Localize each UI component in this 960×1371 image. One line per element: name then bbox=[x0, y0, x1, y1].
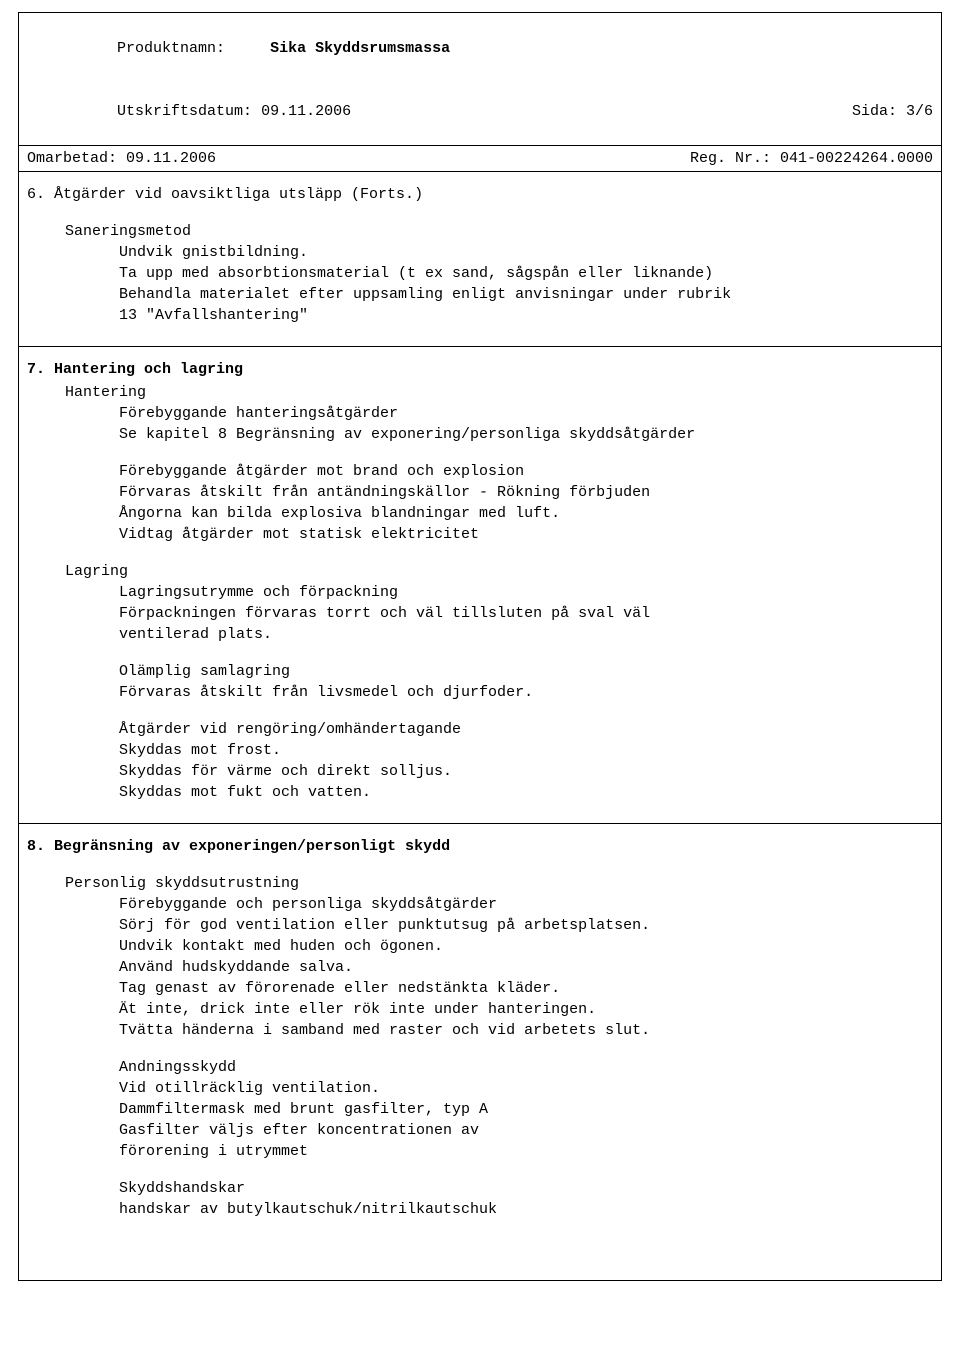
section-6-line-1: Ta upp med absorbtionsmaterial (t ex san… bbox=[27, 263, 933, 284]
section-8-h1b-line-2: Gasfilter väljs efter koncentrationen av bbox=[27, 1120, 933, 1141]
header-block: Produktnamn: Sika Skyddsrumsmassa Utskri… bbox=[19, 13, 941, 146]
page: Produktnamn: Sika Skyddsrumsmassa Utskri… bbox=[0, 0, 960, 1311]
section-7-h2a-line-0: Förpackningen förvaras torrt och väl til… bbox=[27, 603, 933, 624]
section-8-h1a-line-3: Tag genast av förorenade eller nedstänkt… bbox=[27, 978, 933, 999]
section-8-h1a-line-2: Använd hudskyddande salva. bbox=[27, 957, 933, 978]
section-7-h2c-line-2: Skyddas mot fukt och vatten. bbox=[27, 782, 933, 803]
section-7-h1b: Förebyggande åtgärder mot brand och expl… bbox=[27, 461, 933, 482]
section-7-h1: Hantering bbox=[27, 382, 933, 403]
section-7-h2b-line-0: Förvaras åtskilt från livsmedel och djur… bbox=[27, 682, 933, 703]
section-6-line-2: Behandla materialet efter uppsamling enl… bbox=[27, 284, 933, 305]
section-6-line-3: 13 "Avfallshantering" bbox=[27, 305, 933, 326]
section-8-h1a-line-1: Undvik kontakt med huden och ögonen. bbox=[27, 936, 933, 957]
section-8-h1a-line-4: Ät inte, drick inte eller rök inte under… bbox=[27, 999, 933, 1020]
document-frame: Produktnamn: Sika Skyddsrumsmassa Utskri… bbox=[18, 12, 942, 1281]
section-6: 6. Åtgärder vid oavsiktliga utsläpp (For… bbox=[19, 172, 941, 347]
reg-line: Reg. Nr.: 041-00224264.0000 bbox=[690, 148, 933, 169]
print-label: Utskriftsdatum: bbox=[117, 103, 252, 120]
section-8-h1b: Andningsskydd bbox=[27, 1057, 933, 1078]
section-8-h1a-line-0: Sörj för god ventilation eller punktutsu… bbox=[27, 915, 933, 936]
section-8-h1c: Skyddshandskar bbox=[27, 1178, 933, 1199]
section-7-h2: Lagring bbox=[27, 561, 933, 582]
section-7-h1b-line-1: Ångorna kan bilda explosiva blandningar … bbox=[27, 503, 933, 524]
section-8-h1b-line-3: förorening i utrymmet bbox=[27, 1141, 933, 1162]
print-date: 09.11.2006 bbox=[261, 103, 351, 120]
section-8-h1a-line-5: Tvätta händerna i samband med raster och… bbox=[27, 1020, 933, 1041]
section-8: 8. Begränsning av exponeringen/personlig… bbox=[19, 824, 941, 1280]
section-8-h1a: Förebyggande och personliga skyddsåtgärd… bbox=[27, 894, 933, 915]
sub-header: Omarbetad: 09.11.2006 Reg. Nr.: 041-0022… bbox=[19, 146, 941, 172]
section-7-h1a: Förebyggande hanteringsåtgärder bbox=[27, 403, 933, 424]
section-6-h1: Saneringsmetod bbox=[27, 221, 933, 242]
page-value: 3/6 bbox=[906, 103, 933, 120]
section-8-h1c-line-0: handskar av butylkautschuk/nitrilkautsch… bbox=[27, 1199, 933, 1220]
section-7-h2b: Olämplig samlagring bbox=[27, 661, 933, 682]
section-7-title: 7. Hantering och lagring bbox=[27, 359, 933, 380]
section-6-title: 6. Åtgärder vid oavsiktliga utsläpp (For… bbox=[27, 184, 933, 205]
print-date-line: Utskriftsdatum: 09.11.2006 bbox=[27, 80, 351, 143]
header-line-1: Produktnamn: Sika Skyddsrumsmassa bbox=[27, 17, 933, 80]
revised-line: Omarbetad: 09.11.2006 bbox=[27, 148, 216, 169]
header-line-2: Utskriftsdatum: 09.11.2006 Sida: 3/6 bbox=[27, 80, 933, 143]
section-7-h2a: Lagringsutrymme och förpackning bbox=[27, 582, 933, 603]
revised-label: Omarbetad: bbox=[27, 150, 117, 167]
page-label: Sida: bbox=[852, 103, 897, 120]
page-number: Sida: 3/6 bbox=[762, 80, 933, 143]
section-7-h2c: Åtgärder vid rengöring/omhändertagande bbox=[27, 719, 933, 740]
section-8-h1: Personlig skyddsutrustning bbox=[27, 873, 933, 894]
revised-date: 09.11.2006 bbox=[126, 150, 216, 167]
product-line: Produktnamn: Sika Skyddsrumsmassa bbox=[27, 17, 450, 80]
section-7-h1b-line-2: Vidtag åtgärder mot statisk elektricitet bbox=[27, 524, 933, 545]
reg-value: 041-00224264.0000 bbox=[780, 150, 933, 167]
section-6-line-0: Undvik gnistbildning. bbox=[27, 242, 933, 263]
section-7: 7. Hantering och lagring Hantering Föreb… bbox=[19, 347, 941, 824]
section-7-h1b-line-0: Förvaras åtskilt från antändningskällor … bbox=[27, 482, 933, 503]
section-8-h1b-line-1: Dammfiltermask med brunt gasfilter, typ … bbox=[27, 1099, 933, 1120]
reg-label: Reg. Nr.: bbox=[690, 150, 771, 167]
section-8-h1b-line-0: Vid otillräcklig ventilation. bbox=[27, 1078, 933, 1099]
product-label: Produktnamn: bbox=[117, 40, 225, 57]
product-name: Sika Skyddsrumsmassa bbox=[270, 40, 450, 57]
section-8-title: 8. Begränsning av exponeringen/personlig… bbox=[27, 836, 933, 857]
section-7-h2a-line-1: ventilerad plats. bbox=[27, 624, 933, 645]
section-7-h1a-line-0: Se kapitel 8 Begränsning av exponering/p… bbox=[27, 424, 933, 445]
section-7-h2c-line-0: Skyddas mot frost. bbox=[27, 740, 933, 761]
section-7-h2c-line-1: Skyddas för värme och direkt solljus. bbox=[27, 761, 933, 782]
